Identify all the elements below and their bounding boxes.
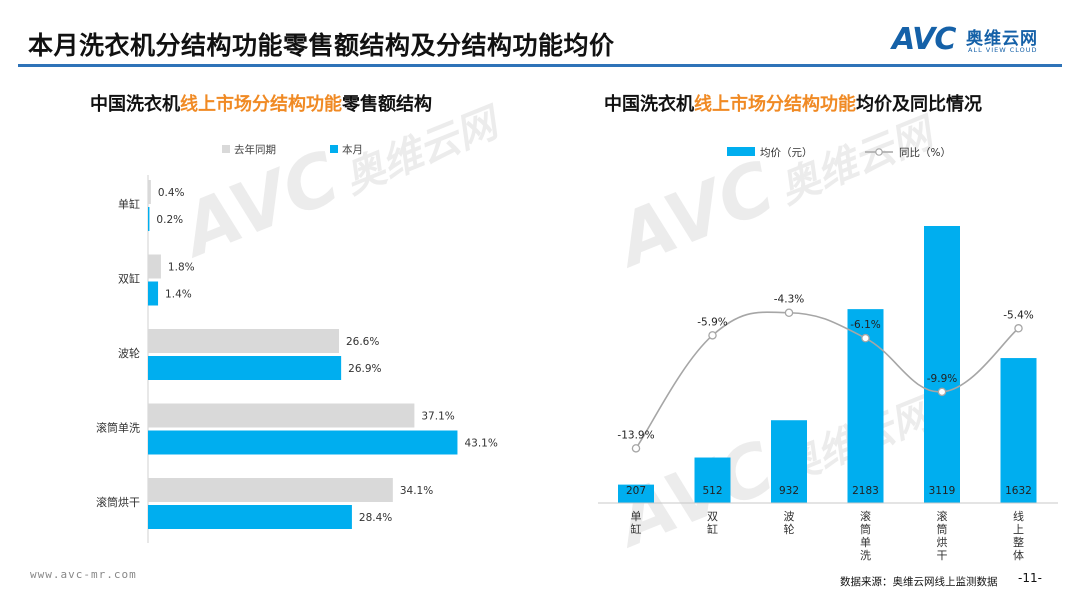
- category-label-char: 筒: [860, 522, 871, 536]
- category-label: 滚筒烘干: [96, 495, 140, 509]
- category-label-char: 线: [1013, 509, 1024, 523]
- bar-current: [148, 356, 342, 380]
- bar-prev: [148, 329, 339, 353]
- category-label-char: 缸: [631, 522, 642, 536]
- bar-prev: [148, 254, 161, 279]
- avc-logo: AVC 奥维云网 ALL VIEW CLOUD: [892, 22, 1062, 58]
- yoy-label: -4.3%: [774, 294, 804, 306]
- price-label: 512: [702, 485, 722, 497]
- logo-cn: 奥维云网: [966, 29, 1038, 49]
- legend-swatch-prev: [222, 145, 230, 153]
- bar-current: [148, 430, 458, 455]
- right-chart-title: 中国洗衣机线上市场分结构功能均价及同比情况: [604, 94, 982, 115]
- price-label: 1632: [1005, 485, 1032, 497]
- category-label: 单缸: [118, 197, 140, 211]
- yoy-point: [861, 333, 870, 343]
- category-label-char: 轮: [784, 522, 795, 536]
- logo-mark: AVC: [892, 22, 956, 57]
- data-label: 34.1%: [400, 485, 433, 497]
- category-label: 滚筒单洗: [96, 421, 140, 435]
- legend-label-current: 本月: [342, 143, 363, 156]
- yoy-label: -13.9%: [617, 429, 654, 441]
- category-label-char: 上: [1013, 523, 1024, 536]
- price-label: 3119: [929, 485, 956, 497]
- footer-url: www.avc-mr.com: [30, 568, 137, 581]
- data-label: 0.4%: [158, 187, 185, 199]
- category-label-char: 单: [631, 510, 642, 523]
- category-label-char: 滚: [860, 509, 871, 523]
- bar-prev: [148, 478, 393, 502]
- category-label-char: 洗: [860, 549, 871, 562]
- yoy-point: [1014, 324, 1023, 333]
- bar-prev: [148, 403, 415, 428]
- category-label-char: 波: [784, 510, 795, 523]
- yoy-point: [784, 308, 794, 317]
- category-label: 双缸: [118, 272, 140, 286]
- category-label-char: 干: [937, 549, 948, 562]
- page-number: -11-: [1018, 571, 1042, 585]
- category-label-char: 体: [1013, 548, 1024, 562]
- category-label-char: 双: [707, 510, 718, 523]
- footer-source: 数据来源：奥维云网线上监测数据: [840, 576, 998, 588]
- logo-en: ALL VIEW CLOUD: [968, 46, 1038, 54]
- left-chart-title: 中国洗衣机线上市场分结构功能零售额结构: [90, 94, 432, 115]
- category-label-char: 缸: [707, 522, 718, 536]
- price-bar: [694, 457, 731, 503]
- data-label: 28.4%: [359, 512, 392, 524]
- header-rule: [18, 64, 1062, 67]
- legend-label-prev: 去年同期: [234, 143, 276, 156]
- category-label-char: 烘: [937, 535, 948, 549]
- category-label-char: 整: [1013, 535, 1024, 549]
- category-label-char: 滚: [937, 509, 948, 523]
- legend-swatch-current: [330, 145, 338, 153]
- price-bar: [771, 420, 807, 503]
- yoy-point: [708, 331, 717, 340]
- legend-label-price: 均价（元）: [760, 147, 813, 159]
- bar-current: [148, 281, 159, 306]
- bar-current: [148, 207, 150, 231]
- data-label: 26.6%: [346, 336, 379, 348]
- bar-prev: [148, 180, 151, 204]
- yoy-point: [937, 387, 947, 397]
- data-label: 1.8%: [168, 262, 195, 274]
- data-label: 37.1%: [421, 411, 454, 423]
- data-label: 26.9%: [348, 363, 381, 375]
- legend-label-yoy: 同比（%）: [899, 146, 951, 159]
- yoy-label: -5.4%: [1003, 309, 1033, 321]
- price-label: 932: [779, 485, 799, 497]
- category-label-char: 单: [860, 536, 871, 549]
- data-label: 0.2%: [156, 214, 183, 226]
- price-bar: [924, 226, 960, 503]
- yoy-point: [631, 444, 641, 453]
- category-label-char: 筒: [937, 522, 948, 536]
- price-bar: [1000, 358, 1037, 503]
- yoy-label: -5.9%: [697, 316, 727, 328]
- price-label: 2183: [852, 485, 879, 497]
- legend-marker-yoy: [875, 148, 883, 156]
- legend-swatch-price: [727, 147, 755, 156]
- page-title: 本月洗衣机分结构功能零售额结构及分结构功能均价: [28, 31, 615, 60]
- yoy-label: -6.1%: [850, 319, 880, 331]
- yoy-line: [635, 311, 1020, 449]
- data-label: 1.4%: [165, 289, 192, 301]
- category-label: 波轮: [118, 346, 140, 360]
- bar-current: [148, 505, 352, 529]
- left-legend: 去年同期 本月: [222, 143, 363, 156]
- right-legend: 均价（元） 同比（%）: [727, 146, 951, 159]
- price-label: 207: [626, 485, 646, 497]
- yoy-label: -9.9%: [927, 373, 957, 385]
- price-bar: [618, 484, 654, 503]
- data-label: 43.1%: [464, 438, 497, 450]
